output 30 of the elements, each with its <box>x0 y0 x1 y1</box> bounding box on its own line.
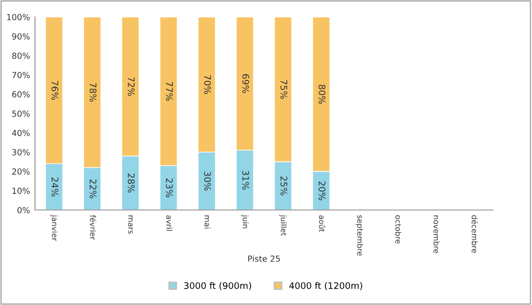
data-label: 69% <box>242 74 250 94</box>
data-label: 30% <box>204 172 211 191</box>
y-tick-label: 30% <box>12 149 30 156</box>
y-tick-label: 40% <box>12 130 30 136</box>
y-tick-label: 100% <box>7 14 30 20</box>
y-tick-label: 0% <box>17 206 30 214</box>
data-label: 22% <box>90 179 96 198</box>
data-label: 28% <box>128 174 135 193</box>
y-tick-label: 70% <box>12 72 30 78</box>
data-label: 80% <box>318 84 326 104</box>
data-label: 23% <box>166 178 173 198</box>
data-label: 24% <box>51 177 58 196</box>
legend-label: 3000 ft (900m) <box>184 282 252 290</box>
y-tick-label: 60% <box>12 91 30 98</box>
legend-label: 4000 ft (1200m) <box>289 282 362 290</box>
data-label: 31% <box>242 170 250 190</box>
data-label: 78% <box>90 82 96 102</box>
data-label: 76% <box>51 81 58 100</box>
data-label: 75% <box>280 80 288 99</box>
y-tick-label: 20% <box>12 168 30 175</box>
data-label: 70% <box>204 75 211 94</box>
data-label: 25% <box>280 176 288 196</box>
y-tick-label: 10% <box>12 188 30 194</box>
y-tick-label: 50% <box>12 110 30 117</box>
data-label: 72% <box>128 77 135 96</box>
data-label: 77% <box>166 82 173 101</box>
y-tick-label: 90% <box>12 33 30 40</box>
data-label: 20% <box>318 181 326 200</box>
x-axis-title: Piste 25 <box>248 255 280 262</box>
y-tick-label: 80% <box>12 52 30 59</box>
